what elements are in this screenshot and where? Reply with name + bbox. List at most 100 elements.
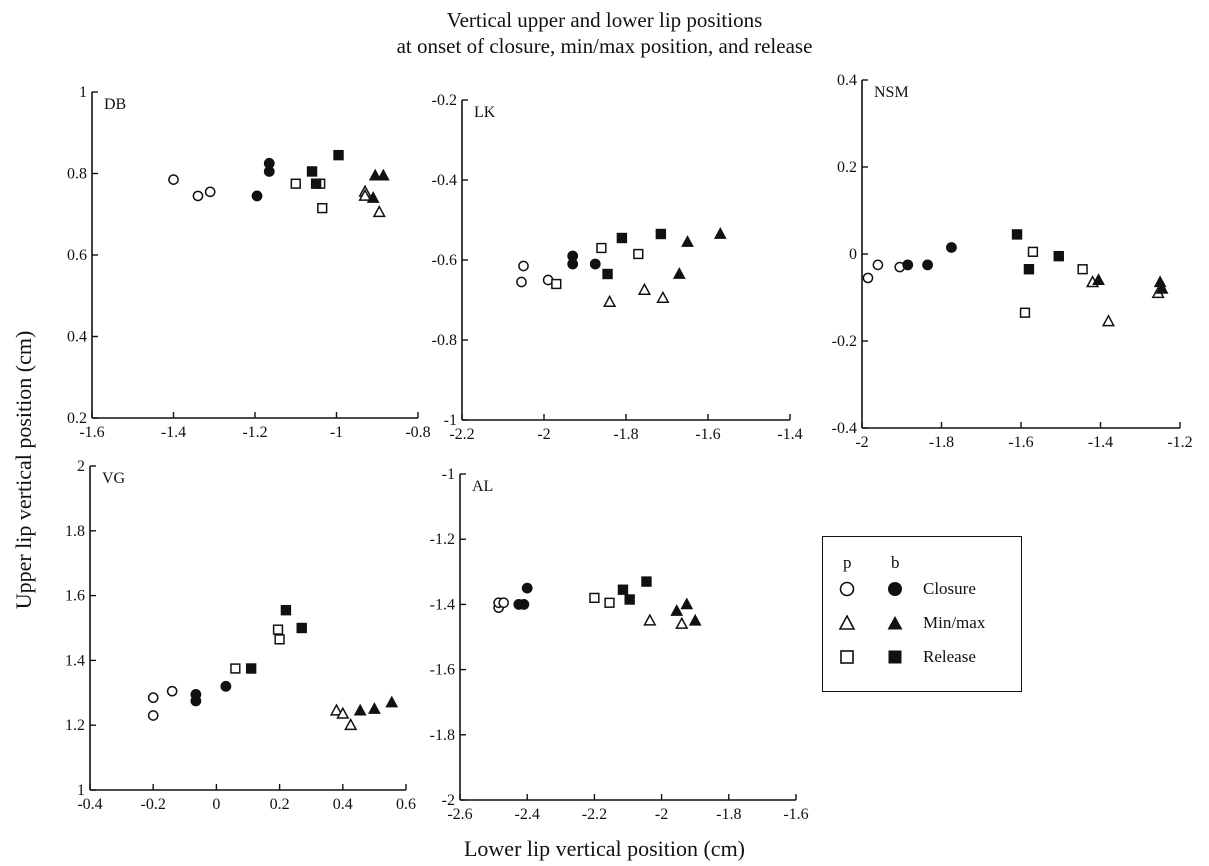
x-tick-label: -2.2 — [582, 806, 607, 823]
data-point-circle-filled — [190, 695, 202, 707]
data-point-square-open — [596, 242, 607, 254]
y-tick-label: -1 — [442, 466, 455, 483]
y-tick-label: -2 — [442, 792, 455, 809]
legend-label-release: Release — [923, 647, 976, 666]
y-tick-label: -0.4 — [432, 172, 457, 189]
data-point-circle-filled — [922, 259, 933, 271]
data-point-square-filled — [245, 663, 257, 674]
x-tick-label: -2.6 — [447, 806, 472, 823]
data-point-triangle-open — [344, 718, 358, 731]
y-tick-label: -1.4 — [430, 596, 455, 613]
open-square-icon — [840, 650, 854, 664]
chart-title-line-1: Vertical upper and lower lip positions — [446, 8, 763, 32]
data-point-square-filled — [624, 594, 635, 605]
data-point-square-open — [1077, 264, 1088, 275]
data-point-triangle-open — [603, 294, 617, 307]
data-point-square-open — [272, 624, 284, 635]
data-point-circle-open — [862, 272, 874, 284]
y-tick-label: -0.2 — [832, 333, 857, 350]
legend-item-closure: Closure — [823, 577, 1023, 601]
data-point-circle-filled — [518, 599, 530, 610]
data-point-circle-open — [147, 710, 159, 721]
y-tick-label: 1 — [77, 782, 85, 799]
data-point-triangle-filled — [688, 613, 702, 626]
panel-label: NSM — [874, 84, 909, 101]
chart-title-line-2: at onset of closure, min/max position, a… — [396, 34, 813, 58]
x-tick-label: -1.4 — [777, 426, 802, 443]
x-tick-label: -1.8 — [716, 806, 741, 823]
y-tick-label: -1 — [444, 412, 457, 429]
data-point-circle-filled — [521, 582, 533, 594]
data-point-triangle-open — [643, 613, 657, 626]
y-tick-label: 1.6 — [65, 588, 85, 605]
y-tick-label: 1.4 — [65, 652, 85, 669]
y-tick-label: 1 — [79, 84, 87, 101]
data-point-triangle-filled — [1092, 273, 1105, 286]
open-circle-icon — [839, 581, 855, 597]
data-point-square-filled — [1011, 229, 1023, 240]
data-point-circle-open — [516, 276, 527, 288]
x-tick-label: -1.6 — [783, 806, 808, 823]
y-tick-label: -1.2 — [430, 531, 455, 548]
y-tick-label: -1.6 — [430, 662, 455, 679]
legend-header-p: p — [843, 553, 852, 572]
data-point-triangle-filled — [672, 267, 686, 279]
data-point-circle-open — [872, 259, 884, 271]
data-point-triangle-open — [656, 290, 670, 303]
data-point-square-filled — [617, 584, 629, 595]
data-point-circle-filled — [251, 190, 263, 202]
y-tick-label: 0.4 — [67, 329, 87, 346]
x-tick-label: -1.4 — [1088, 434, 1113, 451]
x-tick-label: -1.4 — [161, 424, 186, 441]
panel-db: -1.6 -1.4 -1.2 -1 -0.8 0.2 0.4 0.6 0.8 1 DB — [67, 84, 431, 441]
data-point-square-open — [1027, 246, 1039, 257]
data-point-square-filled — [310, 178, 322, 189]
y-tick-label: -1.8 — [430, 727, 455, 744]
data-point-circle-filled — [946, 242, 957, 253]
data-point-square-filled — [280, 604, 292, 616]
data-point-circle-open — [498, 597, 510, 609]
x-tick-label: 0.6 — [396, 796, 416, 813]
panel-label: LK — [474, 104, 496, 121]
data-point-triangle-filled — [680, 597, 694, 610]
data-point-circle-filled — [902, 259, 914, 271]
x-axis-label: Lower lip vertical position (cm) — [463, 836, 746, 861]
y-tick-label: 0.2 — [837, 159, 857, 176]
data-point-triangle-filled — [670, 604, 684, 616]
y-tick-label: 0.6 — [67, 247, 87, 264]
panel-nsm: -2 -1.8 -1.6 -1.4 -1.2 -0.4 -0.2 0 0.2 0.4 NSM — [832, 72, 1193, 451]
data-point-triangle-filled — [1155, 281, 1169, 294]
y-tick-label: 2 — [77, 458, 85, 475]
y-tick-label: 0.4 — [837, 72, 857, 89]
x-tick-label: -2.4 — [515, 806, 540, 823]
filled-circle-icon — [888, 582, 902, 596]
legend-header-b: b — [891, 553, 900, 572]
data-point-triangle-filled — [713, 227, 727, 239]
x-tick-label: -1.2 — [242, 424, 267, 441]
data-point-square-open — [317, 202, 328, 214]
y-tick-label: 0 — [849, 246, 857, 263]
data-point-square-filled — [655, 228, 667, 240]
x-tick-label: -1.6 — [1008, 434, 1033, 451]
data-point-triangle-filled — [366, 191, 380, 203]
data-point-square-filled — [616, 232, 628, 244]
x-tick-label: -1.8 — [613, 426, 638, 443]
panel-label: DB — [104, 96, 126, 113]
y-tick-label: 1.8 — [65, 523, 85, 540]
legend-label-minmax: Min/max — [923, 613, 986, 632]
legend-label-closure: Closure — [923, 579, 976, 598]
data-point-triangle-filled — [385, 695, 399, 708]
x-tick-label: -2 — [537, 426, 550, 443]
data-point-triangle-filled — [368, 702, 381, 714]
data-point-circle-open — [166, 685, 178, 697]
data-point-square-open — [274, 634, 285, 645]
panel-lk: -2.2 -2 -1.8 -1.6 -1.4 -1 -0.8 -0.6 -0.4 -0.2 LK — [432, 92, 803, 443]
panel-label: VG — [102, 470, 126, 487]
data-point-triangle-filled — [368, 168, 382, 181]
data-point-square-filled — [1053, 250, 1064, 262]
filled-triangle-icon — [887, 616, 903, 630]
x-tick-label: -1.6 — [695, 426, 720, 443]
x-tick-label: -0.2 — [141, 796, 166, 813]
data-point-square-open — [589, 592, 600, 604]
